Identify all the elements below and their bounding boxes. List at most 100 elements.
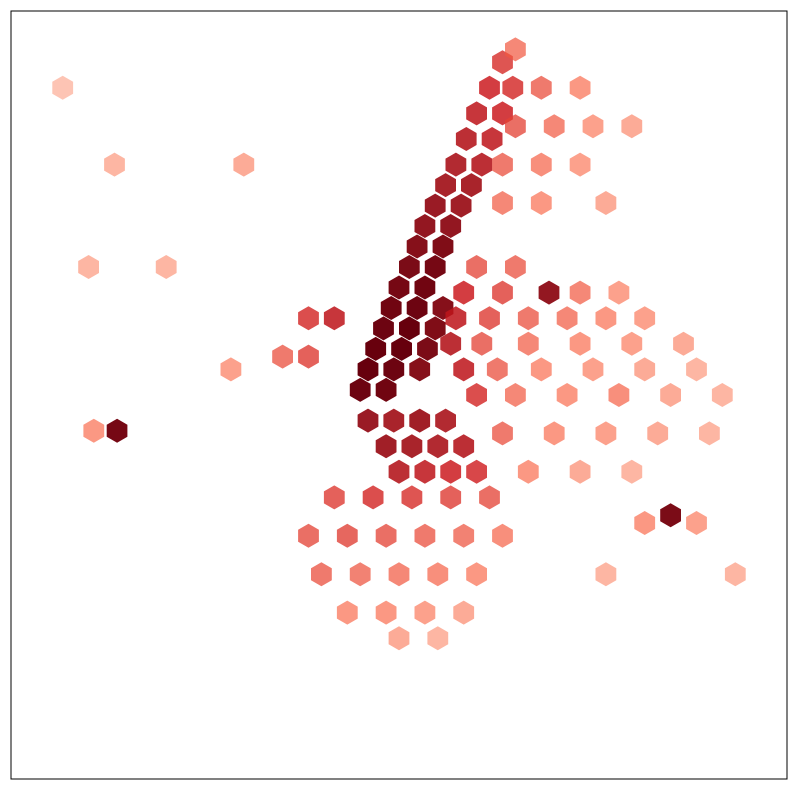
hex-bin [406, 296, 428, 320]
hex-bin [388, 562, 410, 587]
hex-bin [530, 191, 552, 215]
hex-layer [52, 37, 746, 651]
hex-bin [479, 75, 500, 100]
hex-bin [634, 306, 656, 331]
hex-bin [52, 75, 74, 100]
hex-bin [505, 383, 526, 407]
hex-bin [530, 152, 552, 177]
hex-bin [492, 280, 513, 305]
hex-bin [380, 296, 402, 320]
hex-bin [492, 523, 513, 548]
hex-bin [517, 459, 539, 484]
hex-bin [724, 562, 746, 587]
hex-bin [582, 357, 604, 382]
hex-bin [388, 459, 410, 484]
hex-bin [466, 459, 487, 484]
hex-bin [621, 459, 643, 484]
hex-bin [461, 173, 482, 198]
hex-bin [479, 306, 500, 331]
hex-bin [517, 331, 539, 356]
hex-bin [409, 357, 431, 382]
hex-bin [417, 336, 438, 361]
hex-bin [323, 485, 345, 510]
hex-bin [375, 377, 397, 402]
hex-bin [471, 152, 493, 177]
hex-bin [569, 152, 591, 177]
hex-bin [595, 562, 617, 587]
hex-bin [492, 421, 513, 446]
hex-bin [486, 357, 508, 382]
hex-bin [399, 316, 420, 341]
hex-bin [543, 421, 565, 446]
hex-bin [414, 600, 436, 625]
hex-bin [375, 523, 397, 548]
hex-bin [505, 114, 526, 139]
hex-bin [445, 306, 467, 331]
hex-bin [621, 114, 643, 139]
hex-bin [466, 383, 487, 407]
hex-bin [336, 600, 358, 625]
hex-bin [357, 408, 379, 433]
hex-bin [569, 280, 591, 305]
hex-bin [634, 357, 656, 382]
hex-bin [505, 255, 526, 279]
hex-bin [440, 485, 462, 510]
hex-bin [608, 280, 630, 305]
hex-bin [106, 418, 128, 443]
hex-bin [349, 562, 371, 587]
hex-bin [435, 408, 456, 433]
hex-bin [83, 418, 105, 443]
hex-bin [414, 275, 436, 300]
hex-bin [440, 459, 462, 484]
hex-bin [375, 600, 397, 625]
hex-bin [453, 434, 475, 459]
hex-bin [569, 459, 591, 484]
hex-bin [349, 377, 371, 402]
hex-bin [104, 152, 125, 177]
hex-bin [233, 152, 255, 177]
hex-bin [699, 421, 720, 446]
hex-bin [673, 331, 694, 356]
hex-bin [595, 421, 617, 446]
hex-bin [414, 523, 436, 548]
hex-bin [440, 214, 462, 238]
hex-bin [634, 511, 656, 535]
hex-bin [373, 316, 394, 341]
hex-bin [365, 336, 387, 361]
hex-bin [388, 275, 410, 300]
hex-bin [432, 234, 454, 259]
hex-bin [466, 562, 487, 587]
hex-bin [155, 255, 177, 279]
hex-bin [383, 408, 405, 433]
hex-bin [455, 127, 477, 151]
hex-bin [686, 511, 707, 535]
hex-bin [424, 255, 446, 279]
hex-bin [569, 331, 591, 356]
hex-bin [595, 306, 617, 331]
hex-bin [569, 75, 591, 100]
hex-bin [711, 383, 733, 407]
hex-bin [505, 37, 526, 62]
hex-bin [78, 255, 99, 279]
hex-bin [595, 191, 617, 215]
hex-bin [383, 357, 405, 382]
axes-frame [10, 10, 788, 780]
hex-bin [660, 383, 681, 407]
hex-bin [466, 101, 487, 126]
hex-bin [466, 255, 487, 279]
hex-bin [427, 626, 449, 651]
hex-bin [336, 523, 358, 548]
hex-bin [409, 408, 431, 433]
hex-bin [298, 344, 319, 369]
hex-bin [647, 421, 669, 446]
hex-bin [424, 193, 446, 218]
hex-bin [445, 152, 467, 177]
hex-bin [323, 306, 345, 331]
hex-bin [479, 485, 500, 510]
hex-bin [608, 383, 630, 407]
hex-bin [435, 173, 456, 198]
hex-bin [543, 114, 565, 139]
hex-bin [362, 485, 384, 510]
hex-bin [272, 344, 293, 369]
